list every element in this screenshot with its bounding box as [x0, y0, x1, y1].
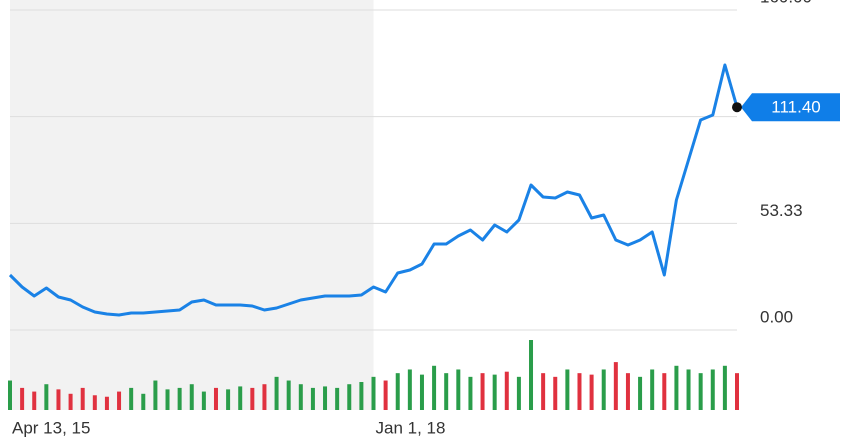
- volume-bar: [323, 386, 328, 410]
- volume-bar: [601, 369, 606, 410]
- volume-bar: [213, 387, 218, 410]
- volume-bar: [359, 382, 364, 410]
- volume-bar: [226, 389, 231, 410]
- price-line: [8, 63, 739, 317]
- volume-bar: [310, 387, 315, 410]
- volume-bar: [298, 384, 303, 410]
- volume-bar: [407, 369, 412, 410]
- y-tick-label: 160.00: [760, 0, 812, 6]
- volume-bar: [480, 373, 485, 410]
- volume-bar: [577, 373, 582, 410]
- volume-bar: [153, 380, 158, 410]
- volume-bar: [650, 369, 655, 410]
- volume-bar: [286, 380, 291, 410]
- volume-bar: [189, 384, 194, 410]
- volume-bar: [395, 373, 400, 410]
- volume-bar: [141, 393, 146, 410]
- volume-bar: [625, 373, 630, 410]
- volume-bar: [262, 384, 267, 410]
- volume-bar: [432, 365, 437, 410]
- volume-bar: [8, 380, 12, 410]
- volume-bar: [710, 369, 715, 410]
- volume-bar: [492, 374, 497, 410]
- volume-bar: [92, 395, 97, 410]
- volume-bar: [686, 369, 691, 410]
- volume-bar: [529, 340, 534, 410]
- price-badge-label: 111.40: [771, 98, 820, 117]
- volume-bar: [274, 376, 279, 410]
- volume-bar: [419, 374, 424, 410]
- volume-bar: [565, 369, 570, 410]
- x-tick-label: Apr 13, 15: [12, 418, 90, 437]
- y-tick-label: 53.33: [760, 201, 803, 220]
- volume-bar: [589, 374, 594, 410]
- volume-bar: [117, 391, 122, 410]
- volume-bar: [613, 362, 618, 410]
- volume-bar: [44, 384, 49, 410]
- volume-bar: [177, 387, 182, 410]
- volume-bar: [383, 380, 388, 410]
- volume-bar: [56, 389, 61, 410]
- price-badge: [741, 93, 840, 122]
- volume-bar: [104, 396, 109, 410]
- volume-bar: [68, 393, 73, 410]
- volume-bar: [20, 387, 25, 410]
- volume-bar: [468, 376, 473, 410]
- volume-bar: [347, 384, 352, 410]
- history-shade: [10, 0, 374, 410]
- volume-bar: [80, 387, 85, 410]
- volume-bar: [456, 369, 461, 410]
- x-tick-label: Jan 1, 18: [376, 418, 446, 437]
- volume-bar: [722, 365, 727, 410]
- volume-bar: [504, 371, 509, 410]
- volume-bar: [444, 373, 449, 410]
- volume-bar: [371, 376, 376, 410]
- volume-bar: [553, 376, 558, 410]
- volume-bar: [638, 376, 643, 410]
- volume-bar: [698, 373, 703, 410]
- volume-bar: [674, 365, 679, 410]
- last-point: [732, 102, 742, 113]
- volume-bar: [541, 373, 546, 410]
- volume-bar: [516, 376, 521, 410]
- volume-bar: [335, 387, 340, 410]
- volume-bar: [662, 373, 667, 410]
- y-tick-label: 0.00: [760, 307, 793, 326]
- volume-bar: [201, 391, 206, 410]
- volume-bar: [129, 387, 134, 410]
- volume-bar: [32, 391, 37, 410]
- volume-bar: [735, 373, 739, 410]
- volume-bar: [165, 389, 170, 410]
- volume-bar: [250, 387, 255, 410]
- volume-bar: [238, 386, 243, 410]
